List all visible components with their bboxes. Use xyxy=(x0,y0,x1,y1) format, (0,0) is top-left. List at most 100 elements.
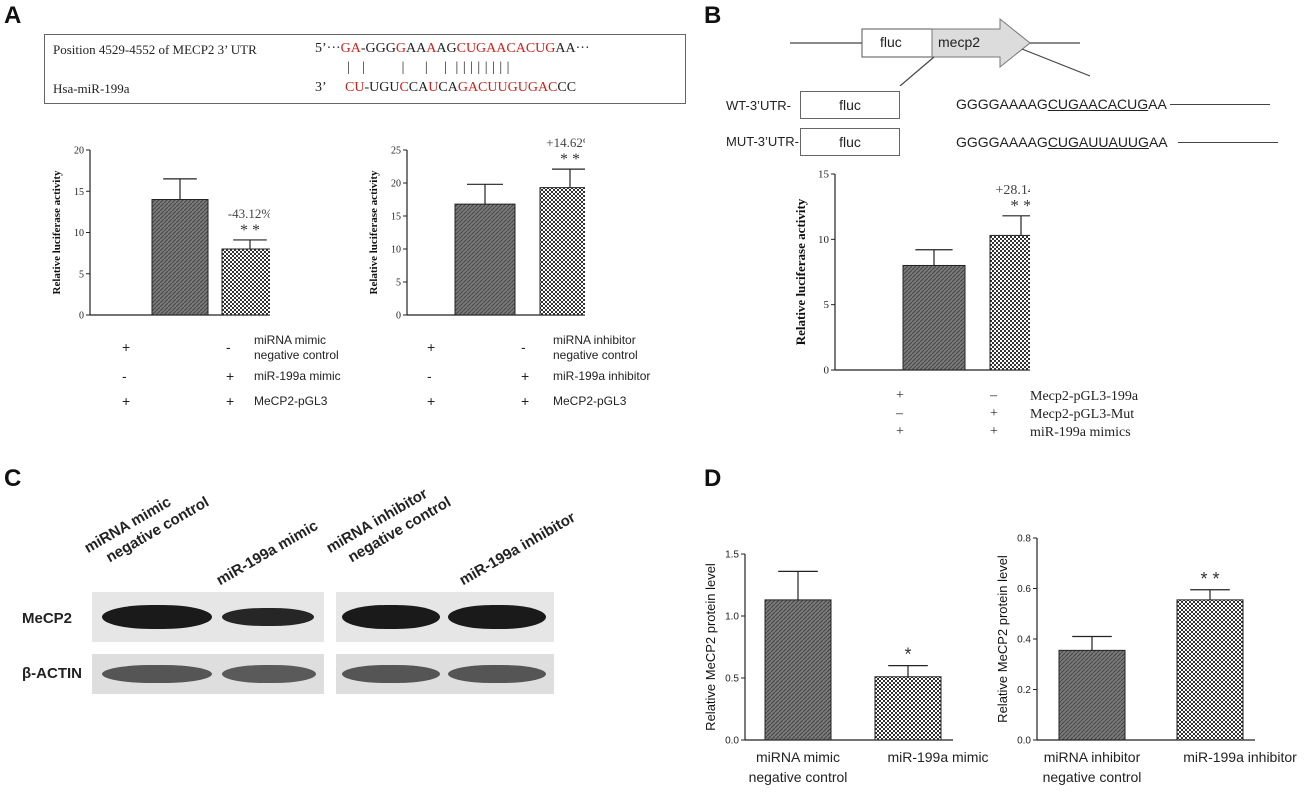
chart-a-right: 0 5 10 15 20 25 Relative luciferase activity +1… xyxy=(368,135,585,322)
lane-label-4: miR-199a inhibitor xyxy=(456,508,579,589)
y-tick-label: 0.8 xyxy=(1017,534,1031,545)
y-tick-label: 0 xyxy=(396,311,401,322)
y-tick-label: 15 xyxy=(818,169,830,181)
y-tick-label: 0.5 xyxy=(725,674,739,685)
condition-label-line: miR-199a mimic xyxy=(254,369,341,383)
bar xyxy=(874,676,942,741)
bar xyxy=(454,203,516,316)
mut-seq-part: GGGGAAAAG xyxy=(956,134,1048,150)
condition-mark: + xyxy=(990,406,998,421)
zoom-line-left xyxy=(899,56,935,86)
y-tick-label: 1.5 xyxy=(725,550,739,561)
bar xyxy=(1058,649,1126,741)
mirna-seq-part: C xyxy=(399,80,409,95)
significance-stars: * * xyxy=(240,222,260,239)
condition-label-line: negative control xyxy=(254,348,339,362)
y-tick-label: 0.0 xyxy=(725,736,739,747)
y-tick-label: 10 xyxy=(74,228,84,239)
condition-label-line: MeCP2-pGL3 xyxy=(553,394,627,408)
x-category-label: negative control xyxy=(749,769,848,785)
x-category-label: miR-199a inhibitor xyxy=(1183,749,1297,765)
significance-stars: * * xyxy=(1200,569,1219,589)
x-category-label: miRNA mimic xyxy=(756,749,840,765)
chart-b: 0 5 10 15 Relative luciferase activity +28.14… xyxy=(793,169,1030,377)
panel-letter-a: A xyxy=(4,2,22,29)
mut-sequence: GGGGAAAAGCUGAUUAUUGAA xyxy=(956,134,1168,150)
wt-fluc-box: fluc xyxy=(800,91,900,119)
mirna-seq-part: -UGU xyxy=(364,80,400,95)
condition-label-line: miR-199a mimics xyxy=(1030,425,1131,440)
mirna-seq-part: U xyxy=(428,80,439,95)
bar xyxy=(539,187,585,316)
condition-mark: + xyxy=(226,393,235,409)
condition-label: miRNA mimic negative control xyxy=(254,333,339,363)
mirna-seq-part: CA xyxy=(438,80,458,95)
y-axis-label: Relative luciferase activity xyxy=(368,170,380,295)
condition-label-line: Mecp2-pGL3-Mut xyxy=(1030,407,1135,422)
significance-stars: * * xyxy=(1010,196,1030,215)
y-tick-label: 0.0 xyxy=(1017,736,1031,747)
y-tick-label: 15 xyxy=(74,187,84,198)
blot-mecp2-right xyxy=(336,592,554,642)
mirna-sequence: 3’ CU-UGUCCAUCAGACUUGUGACCC xyxy=(315,80,576,96)
construct-diagram xyxy=(790,17,1090,86)
condition-table-b: + – Mecp2-pGL3-199a – + Mecp2-pGL3-Mut + + miR-1… xyxy=(880,384,1180,454)
mirna-seq-part: GACUUGUGAC xyxy=(457,80,558,95)
bar xyxy=(151,199,209,316)
condition-label: miR-199a mimic xyxy=(254,369,341,384)
chart-d-right: 0.0 0.2 0.4 0.6 0.8 Relative MeCP2 protein le… xyxy=(995,534,1297,786)
x-category-label: miR-199a mimic xyxy=(887,749,988,765)
condition-mark: + xyxy=(226,368,235,384)
y-tick-label: 5 xyxy=(824,299,830,311)
condition-label-line: negative control xyxy=(553,348,638,362)
mut-seq-target: CUGAUUAUUG xyxy=(1047,134,1149,150)
y-tick-label: 0.4 xyxy=(1017,635,1031,646)
lane-label-3: miRNA inhibitor negative control xyxy=(323,476,454,574)
condition-label: MeCP2-pGL3 xyxy=(553,394,626,409)
significance-stars: * xyxy=(904,645,911,665)
x-category-label: negative control xyxy=(1043,769,1142,785)
mut-seq-part: AA xyxy=(1148,134,1168,150)
chart-d-left: 0.0 0.5 1.0 1.5 Relative MeCP2 protein level… xyxy=(703,550,989,786)
utr-seq-part: AA··· xyxy=(555,41,590,56)
mirna-seq-part: CU xyxy=(345,80,365,95)
wt-seq-part: GGGGAAAAG xyxy=(956,96,1048,112)
blot-actin-right xyxy=(336,654,554,694)
utr-seq-part: G xyxy=(395,41,407,56)
utr-prime: 5’··· xyxy=(315,41,341,56)
condition-mark: – xyxy=(896,406,903,421)
significance-stars: * * xyxy=(560,151,580,168)
condition-mark: + xyxy=(122,339,131,355)
y-tick-label: 20 xyxy=(74,146,84,157)
mirna-label: Hsa-miR-199a xyxy=(53,81,130,96)
sequence-alignment-box: Position 4529-4552 of MECP2 3’ UTR 5’···… xyxy=(44,34,686,104)
bar xyxy=(989,234,1030,371)
panel-letter-d: D xyxy=(704,465,722,492)
panel-letter-b: B xyxy=(704,2,722,29)
band xyxy=(222,608,314,626)
mirna-prime: 3’ xyxy=(315,80,327,95)
zoom-line-right xyxy=(1021,48,1090,77)
condition-label-line: miRNA inhibitor xyxy=(553,333,636,347)
utr-position-label: Position 4529-4552 of MECP2 3’ UTR xyxy=(53,42,257,57)
condition-mark: - xyxy=(226,339,231,355)
blot-mecp2-left xyxy=(92,592,324,642)
x-category-label: miRNA inhibitor xyxy=(1044,749,1141,765)
utr-seq-part: A xyxy=(426,41,437,56)
utr-seq-part: -GGG xyxy=(360,41,396,56)
condition-label-line: Mecp2-pGL3-199a xyxy=(1030,389,1139,404)
y-tick-label: 5 xyxy=(79,269,84,280)
bar xyxy=(1176,599,1244,741)
mut-line-right xyxy=(1178,142,1278,143)
panel-letter-c: C xyxy=(4,465,22,492)
condition-mark: + xyxy=(896,424,904,439)
condition-mark: + xyxy=(896,388,904,403)
condition-mark: - xyxy=(122,368,127,384)
band xyxy=(102,605,212,629)
wt-line-right xyxy=(1170,104,1270,105)
chart-a-left: 0 5 10 15 20 Relative luciferase activity -43.… xyxy=(51,146,270,322)
condition-table-a-right: + - miRNA inhibitor negative control - + miR-1… xyxy=(355,330,685,410)
condition-mark: + xyxy=(990,424,998,439)
condition-table-a-left: + - miRNA mimic negative control - + miR-199a … xyxy=(40,330,370,410)
utr-seq-part: CUGAACACUG xyxy=(456,41,556,56)
